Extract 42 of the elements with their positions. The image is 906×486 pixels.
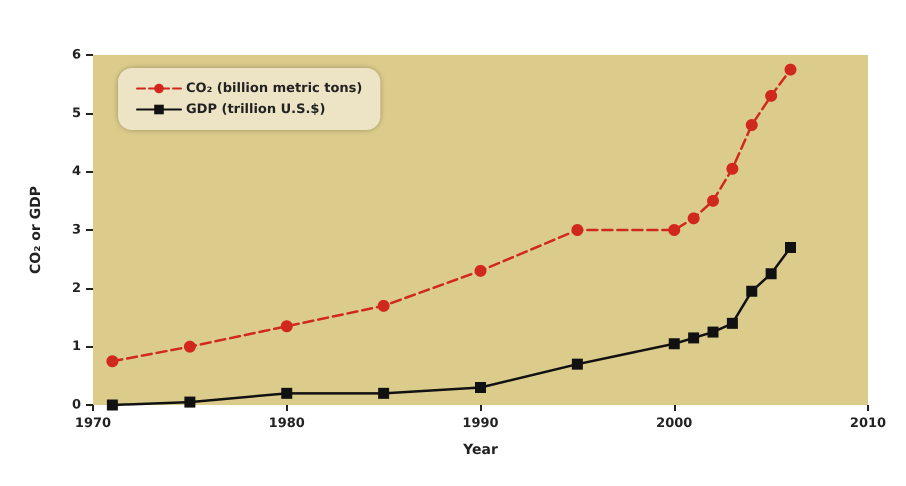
- y-tick-label: 5: [72, 106, 81, 121]
- point: [766, 268, 777, 280]
- point: [688, 332, 700, 344]
- point: [707, 194, 719, 207]
- x-tick-label: 1990: [462, 416, 499, 431]
- point: [746, 119, 758, 131]
- point: [785, 242, 796, 253]
- y-tick-label: 2: [72, 280, 81, 296]
- point: [280, 320, 293, 332]
- point: [688, 212, 700, 224]
- point: [765, 90, 778, 102]
- x-tick-label: 2010: [850, 416, 886, 431]
- point: [475, 382, 486, 393]
- point: [668, 224, 680, 236]
- point: [784, 64, 796, 76]
- point: [378, 388, 390, 399]
- point: [184, 340, 196, 353]
- point: [571, 224, 584, 236]
- point: [106, 355, 118, 368]
- point: [106, 400, 118, 410]
- x-tick-label: 1970: [74, 416, 112, 431]
- y-tick-label: 4: [72, 164, 81, 180]
- point: [184, 396, 196, 408]
- point: [378, 300, 390, 312]
- legend-label: CO₂ (billion metric tons): [186, 81, 362, 96]
- x-tick-label: 2000: [656, 416, 692, 431]
- x-axis-title: Year: [462, 442, 498, 458]
- y-tick-label: 0: [72, 398, 81, 412]
- y-tick-label: 1: [72, 339, 81, 354]
- point: [668, 338, 680, 350]
- y-tick-label: 3: [72, 222, 81, 238]
- point: [726, 162, 738, 175]
- point: [708, 326, 718, 338]
- point: [746, 286, 758, 297]
- legend-label: GDP (trillion U.S.$): [186, 102, 326, 117]
- y-axis-title: CO₂ or GDP: [28, 186, 44, 274]
- point: [474, 264, 486, 277]
- point: [726, 318, 738, 329]
- y-tick-label: 6: [72, 48, 81, 62]
- point: [281, 388, 292, 399]
- x-tick-label: 1980: [268, 416, 305, 431]
- point: [572, 358, 583, 370]
